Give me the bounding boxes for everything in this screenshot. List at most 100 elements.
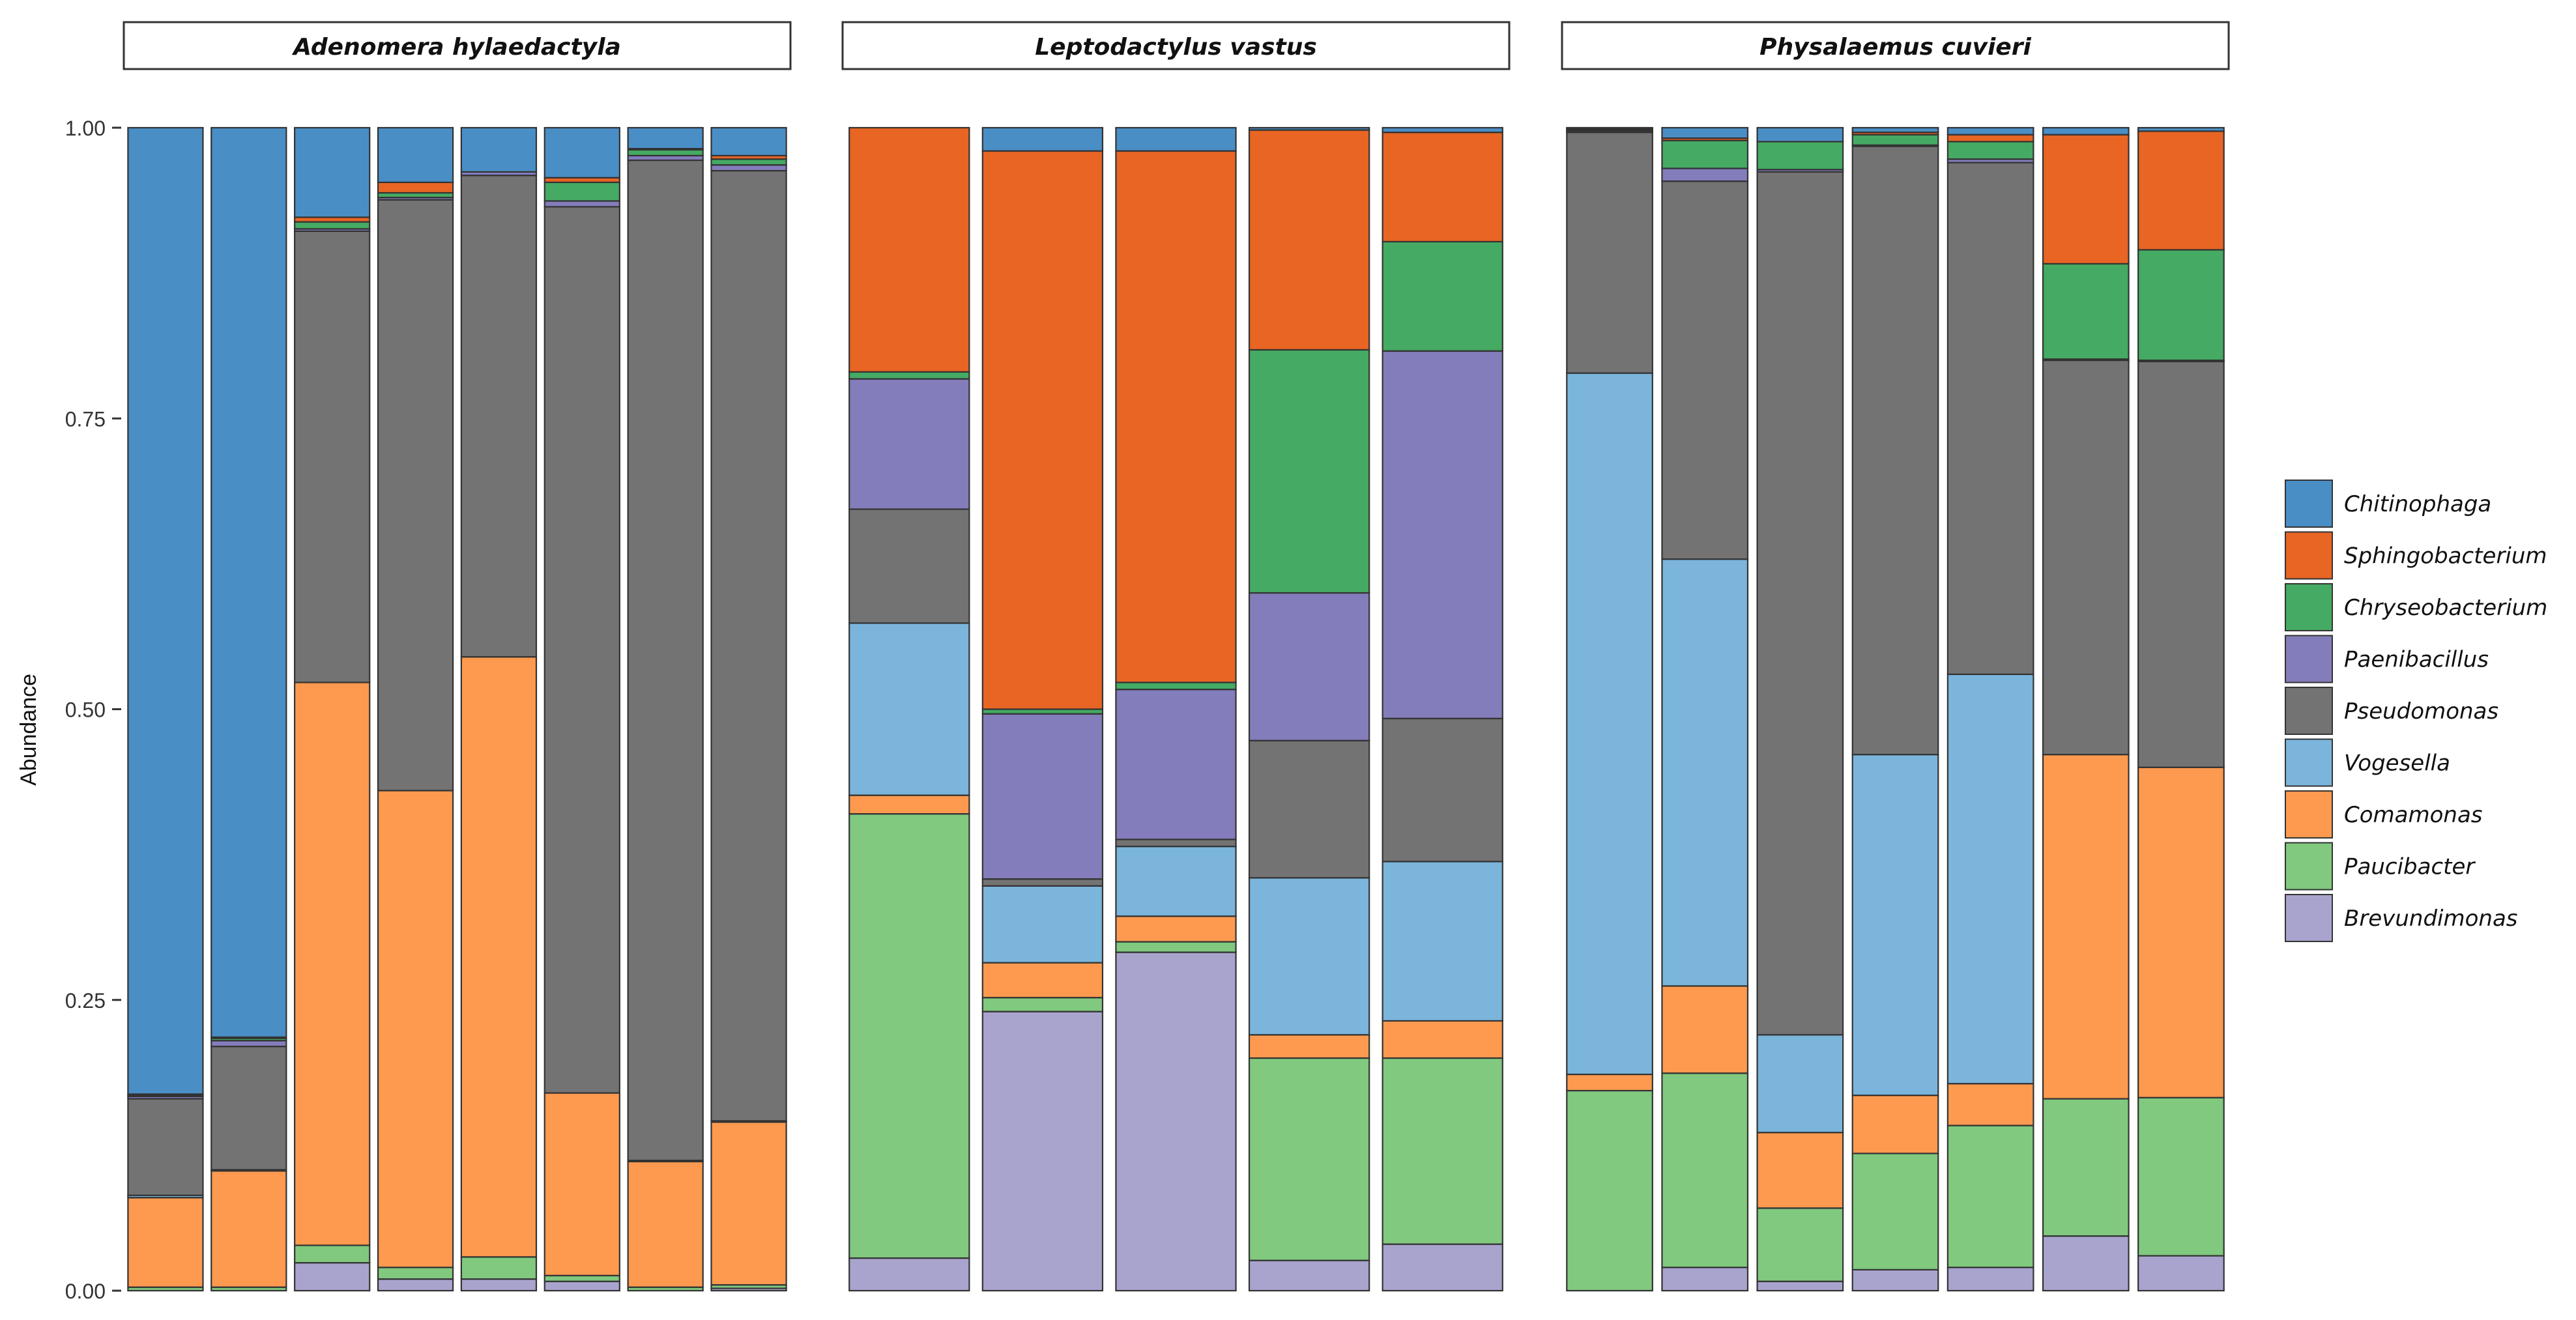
bar-segment-paenibacillus xyxy=(1115,689,1237,840)
bar-segment-comamonas xyxy=(294,682,371,1246)
bar-segment-vogesella xyxy=(1851,754,1939,1097)
bar-segment-chitinophaga xyxy=(1566,126,1653,130)
bar-segment-paucibacter xyxy=(1248,1057,1370,1261)
legend-label: Comamonas xyxy=(2344,802,2483,828)
legend-item-brevundimonas: Brevundimonas xyxy=(2285,894,2518,942)
bar-segment-comamonas xyxy=(210,1170,287,1288)
bar-segment-comamonas xyxy=(2137,766,2225,1098)
bar-segment-pseudomonas xyxy=(627,159,704,1162)
facet-strip xyxy=(123,21,792,70)
y-tick-label: 0.00 xyxy=(65,1280,106,1303)
bar-segment-comamonas xyxy=(543,1092,620,1276)
legend-item-pseudomonas: Pseudomonas xyxy=(2285,687,2498,735)
sample-bar xyxy=(460,126,538,1292)
bar-segment-brevundimonas xyxy=(1851,1269,1939,1292)
bar-segment-chitinophaga xyxy=(1661,126,1749,139)
bar-segment-sphingobacterium xyxy=(2137,130,2225,251)
bar-segment-pseudomonas xyxy=(2137,360,2225,768)
legend-item-chryseobacterium: Chryseobacterium xyxy=(2285,583,2547,631)
bar-segment-chitinophaga xyxy=(627,126,704,150)
bar-segment-pseudomonas xyxy=(1382,717,1503,863)
legend-item-vogesella: Vogesella xyxy=(2285,738,2450,787)
bar-segment-chryseobacterium xyxy=(1382,240,1503,352)
bar-segment-vogesella xyxy=(1566,372,1653,1076)
legend-item-comamonas: Comamonas xyxy=(2285,790,2483,839)
legend-label: Paenibacillus xyxy=(2344,647,2489,673)
bar-segment-brevundimonas xyxy=(1946,1267,2034,1292)
bar-segment-comamonas xyxy=(1756,1132,1844,1209)
bar-segment-chitinophaga xyxy=(1382,126,1503,134)
sample-bar xyxy=(710,126,787,1292)
legend-label: Paucibacter xyxy=(2344,854,2476,880)
legend-label: Pseudomonas xyxy=(2344,698,2498,725)
bar-segment-pseudomonas xyxy=(1851,145,1939,756)
bar-segment-paucibacter xyxy=(2042,1098,2130,1237)
bar-segment-pseudomonas xyxy=(2042,359,2130,756)
bar-segment-comamonas xyxy=(1946,1083,2034,1126)
bar-segment-brevundimonas xyxy=(1661,1267,1749,1292)
bar-segment-comamonas xyxy=(1382,1020,1503,1059)
bar-segment-vogesella xyxy=(1382,861,1503,1022)
legend-label: Chryseobacterium xyxy=(2344,595,2547,621)
bar-segment-brevundimonas xyxy=(294,1262,371,1292)
legend-label: Vogesella xyxy=(2344,751,2450,777)
y-tick-label: 1.00 xyxy=(65,117,106,140)
panel-adenomera-hylaedactyla: Adenomera hylaedactyla xyxy=(123,21,792,1292)
bar-segment-sphingobacterium xyxy=(848,126,970,373)
bar-segment-pseudomonas xyxy=(543,206,620,1094)
bar-segment-chitinophaga xyxy=(543,126,620,179)
bar-segment-chryseobacterium xyxy=(2137,249,2225,362)
legend-key xyxy=(2285,635,2333,683)
bar-segment-paenibacillus xyxy=(543,200,620,208)
bar-segment-chitinophaga xyxy=(2137,126,2225,132)
sample-bar xyxy=(1382,126,1503,1292)
bar-segment-chryseobacterium xyxy=(543,181,620,202)
bar-segment-sphingobacterium xyxy=(1946,134,2034,143)
bar-segment-chryseobacterium xyxy=(1756,141,1844,171)
legend-label: Brevundimonas xyxy=(2344,906,2518,932)
bar-segment-brevundimonas xyxy=(460,1278,538,1292)
bar-segment-paucibacter xyxy=(377,1267,454,1280)
bar-segment-vogesella xyxy=(848,622,970,796)
sample-bar xyxy=(1851,126,1939,1292)
legend-key xyxy=(2285,790,2333,839)
bar-segment-brevundimonas xyxy=(2137,1255,2225,1292)
bar-segment-chryseobacterium xyxy=(1851,134,1939,146)
bar-segment-chryseobacterium xyxy=(627,149,704,156)
facet-strip-label: Adenomera hylaedactyla xyxy=(291,34,621,61)
bar-segment-comamonas xyxy=(981,962,1104,999)
bar-segment-vogesella xyxy=(1756,1034,1844,1134)
bar-segment-brevundimonas xyxy=(1248,1259,1370,1292)
bar-segment-paucibacter xyxy=(460,1256,538,1280)
bar-segment-chitinophaga xyxy=(1756,126,1844,143)
bar-segment-paucibacter xyxy=(294,1244,371,1264)
bar-segment-comamonas xyxy=(1851,1095,1939,1155)
bar-segment-comamonas xyxy=(2042,754,2130,1100)
bar-segment-chitinophaga xyxy=(1946,126,2034,136)
bar-segment-chitinophaga xyxy=(2042,126,2130,136)
bar-segment-paucibacter xyxy=(1115,941,1237,953)
sample-bar xyxy=(627,126,704,1292)
legend-key xyxy=(2285,738,2333,787)
panels: Adenomera hylaedactyla Leptodactylus vast… xyxy=(123,21,2230,1292)
bar-segment-paucibacter xyxy=(1851,1153,1939,1270)
y-tick-label: 0.50 xyxy=(65,698,106,722)
bar-segment-comamonas xyxy=(127,1197,204,1288)
bar-segment-paenibacillus xyxy=(210,1040,287,1048)
bar-segment-brevundimonas xyxy=(2042,1235,2130,1292)
bar-segment-pseudomonas xyxy=(377,199,454,792)
panel-physalaemus-cuvieri: Physalaemus cuvieri xyxy=(1561,21,2230,1292)
legend: Chitinophaga Sphingobacterium Chryseobacte… xyxy=(2285,480,2547,942)
bar-segment-brevundimonas xyxy=(981,1011,1104,1292)
bar-segment-chryseobacterium xyxy=(710,158,787,166)
bar-segment-chitinophaga xyxy=(294,126,371,218)
bar-segment-paucibacter xyxy=(1946,1125,2034,1269)
panel-leptodactylus-vastus: Leptodactylus vastus xyxy=(841,21,1511,1292)
bar-segment-paucibacter xyxy=(1661,1072,1749,1269)
bar-segment-chryseobacterium xyxy=(848,371,970,380)
legend-key xyxy=(2285,583,2333,631)
y-tick-label: 0.25 xyxy=(65,989,106,1012)
bar-segment-paenibacillus xyxy=(848,378,970,510)
bar-segment-comamonas xyxy=(460,656,538,1258)
bar-segment-comamonas xyxy=(848,794,970,815)
